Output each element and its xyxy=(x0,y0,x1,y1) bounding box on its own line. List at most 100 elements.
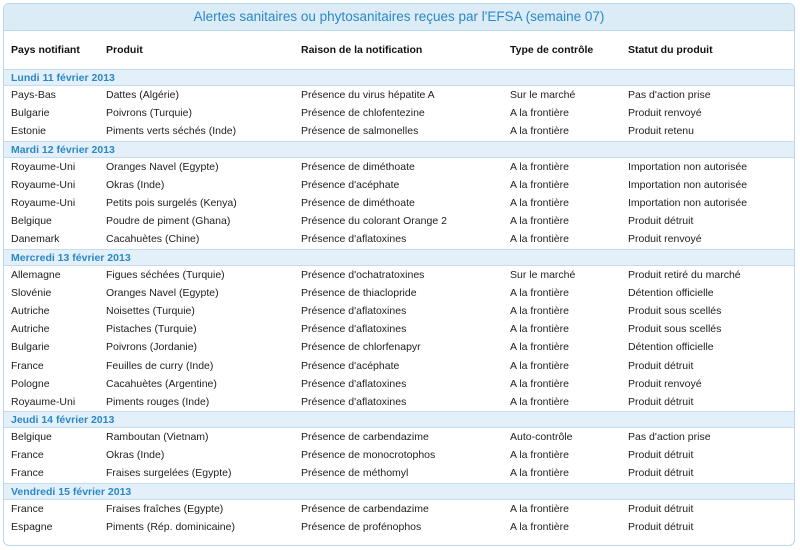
cell-pays: Slovénie xyxy=(11,286,52,299)
cell-produit: Poivrons (Turquie) xyxy=(106,107,192,120)
cell-statut: Produit retenu xyxy=(628,125,694,138)
cell-pays: Pologne xyxy=(11,377,50,390)
cell-statut: Pas d'action prise xyxy=(628,89,711,102)
cell-produit: Cacahuètes (Argentine) xyxy=(106,377,217,390)
cell-statut: Produit renvoyé xyxy=(628,107,702,120)
cell-type: A la frontière xyxy=(510,107,569,120)
cell-produit: Oranges Navel (Egypte) xyxy=(106,286,219,299)
cell-type: A la frontière xyxy=(510,304,569,317)
cell-statut: Importation non autorisée xyxy=(628,197,748,210)
day-header: Lundi 11 février 2013 xyxy=(4,69,794,86)
cell-raison: Présence d'aflatoxines xyxy=(301,323,407,336)
cell-statut: Importation non autorisée xyxy=(628,160,748,173)
cell-statut: Produit renvoyé xyxy=(628,233,702,246)
cell-pays: Royaume-Uni xyxy=(11,395,76,408)
cell-produit: Ramboutan (Vietnam) xyxy=(106,431,209,444)
cell-type: A la frontière xyxy=(510,520,569,533)
table-row: Royaume-Uni Oranges Navel (Egypte) Présenc… xyxy=(4,158,794,176)
table-row: Royaume-Uni Petits pois surgelés (Kenya) P… xyxy=(4,194,794,212)
cell-produit: Poivrons (Jordanie) xyxy=(106,341,198,354)
table-body: Lundi 11 février 2013 Pays-Bas Dattes (Alg… xyxy=(4,69,794,536)
table-row: France Okras (Inde) Présence de monocrotop… xyxy=(4,446,794,464)
cell-type: A la frontière xyxy=(510,215,569,228)
cell-type: A la frontière xyxy=(510,178,569,191)
header-produit: Produit xyxy=(106,44,143,56)
cell-raison: Présence de chlorfenapyr xyxy=(301,341,421,354)
cell-type: A la frontière xyxy=(510,197,569,210)
day-header: Mercredi 13 février 2013 xyxy=(4,248,794,266)
cell-pays: Royaume-Uni xyxy=(11,160,76,173)
cell-pays: Pays-Bas xyxy=(11,89,56,102)
cell-produit: Okras (Inde) xyxy=(106,178,165,191)
cell-statut: Produit détruit xyxy=(628,502,694,515)
cell-raison: Présence de carbendazime xyxy=(301,502,429,515)
cell-produit: Noisettes (Turquie) xyxy=(106,304,195,317)
cell-pays: Bulgarie xyxy=(11,107,50,120)
cell-pays: Danemark xyxy=(11,233,60,246)
cell-raison: Présence de diméthoate xyxy=(301,197,415,210)
cell-type: A la frontière xyxy=(510,125,569,138)
alerts-table: Alertes sanitaires ou phytosanitaires re… xyxy=(3,3,795,546)
table-row: Bulgarie Poivrons (Turquie) Présence de ch… xyxy=(4,104,794,122)
cell-produit: Okras (Inde) xyxy=(106,449,165,462)
cell-pays: Royaume-Uni xyxy=(11,197,76,210)
cell-statut: Détention officielle xyxy=(628,341,714,354)
table-row: Belgique Poudre de piment (Ghana) Présence… xyxy=(4,212,794,230)
cell-pays: Autriche xyxy=(11,323,50,336)
cell-raison: Présence d'aflatoxines xyxy=(301,233,407,246)
cell-produit: Fraises surgelées (Egypte) xyxy=(106,467,232,480)
cell-type: A la frontière xyxy=(510,467,569,480)
table-row: Royaume-Uni Okras (Inde) Présence d'acépha… xyxy=(4,176,794,194)
cell-statut: Produit détruit xyxy=(628,449,694,462)
cell-pays: France xyxy=(11,449,44,462)
cell-statut: Produit renvoyé xyxy=(628,377,702,390)
cell-produit: Cacahuètes (Chine) xyxy=(106,233,200,246)
cell-pays: Allemagne xyxy=(11,268,61,281)
cell-statut: Produit détruit xyxy=(628,359,694,372)
day-header: Vendredi 15 février 2013 xyxy=(4,482,794,500)
cell-type: Sur le marché xyxy=(510,268,576,281)
cell-produit: Oranges Navel (Egypte) xyxy=(106,160,219,173)
cell-type: A la frontière xyxy=(510,323,569,336)
cell-statut: Produit détruit xyxy=(628,467,694,480)
cell-raison: Présence de monocrotophos xyxy=(301,449,436,462)
table-row: Belgique Ramboutan (Vietnam) Présence de c… xyxy=(4,428,794,446)
cell-produit: Fraises fraîches (Egypte) xyxy=(106,502,224,515)
cell-pays: Espagne xyxy=(11,520,53,533)
cell-type: Sur le marché xyxy=(510,89,576,102)
table-row: Slovénie Oranges Navel (Egypte) Présence d… xyxy=(4,284,794,302)
cell-raison: Présence de profénophos xyxy=(301,520,422,533)
cell-statut: Détention officielle xyxy=(628,286,714,299)
cell-raison: Présence d'ochatratoxines xyxy=(301,268,425,281)
cell-produit: Dattes (Algérie) xyxy=(106,89,179,102)
cell-statut: Pas d'action prise xyxy=(628,431,711,444)
cell-type: Auto-contrôle xyxy=(510,431,573,444)
cell-pays: Bulgarie xyxy=(11,341,50,354)
header-statut: Statut du produit xyxy=(628,44,713,56)
header-pays: Pays notifiant xyxy=(11,44,80,56)
cell-pays: Belgique xyxy=(11,215,52,228)
table-header: Pays notifiant Produit Raison de la noti… xyxy=(4,31,794,69)
day-header: Mardi 12 février 2013 xyxy=(4,140,794,158)
table-row: Autriche Noisettes (Turquie) Présence d'af… xyxy=(4,302,794,320)
cell-raison: Présence du virus hépatite A xyxy=(301,89,435,102)
header-type: Type de contrôle xyxy=(510,44,594,56)
table-row: Danemark Cacahuètes (Chine) Présence d'afl… xyxy=(4,230,794,248)
cell-statut: Produit détruit xyxy=(628,395,694,408)
cell-type: A la frontière xyxy=(510,377,569,390)
cell-type: A la frontière xyxy=(510,359,569,372)
table-row: Royaume-Uni Piments rouges (Inde) Présence… xyxy=(4,393,794,411)
table-row: France Feuilles de curry (Inde) Présence d… xyxy=(4,356,794,374)
table-row: Pologne Cacahuètes (Argentine) Présence d'… xyxy=(4,375,794,393)
cell-produit: Figues séchées (Turquie) xyxy=(106,268,225,281)
header-raison: Raison de la notification xyxy=(301,44,423,56)
cell-statut: Produit détruit xyxy=(628,215,694,228)
table-row: Estonie Piments verts séchés (Inde) Présen… xyxy=(4,122,794,140)
cell-raison: Présence de méthomyl xyxy=(301,467,409,480)
cell-produit: Piments (Rép. dominicaine) xyxy=(106,520,235,533)
table-title: Alertes sanitaires ou phytosanitaires re… xyxy=(4,4,794,31)
cell-raison: Présence d'acéphate xyxy=(301,178,400,191)
cell-produit: Pistaches (Turquie) xyxy=(106,323,197,336)
cell-statut: Produit détruit xyxy=(628,520,694,533)
cell-type: A la frontière xyxy=(510,286,569,299)
